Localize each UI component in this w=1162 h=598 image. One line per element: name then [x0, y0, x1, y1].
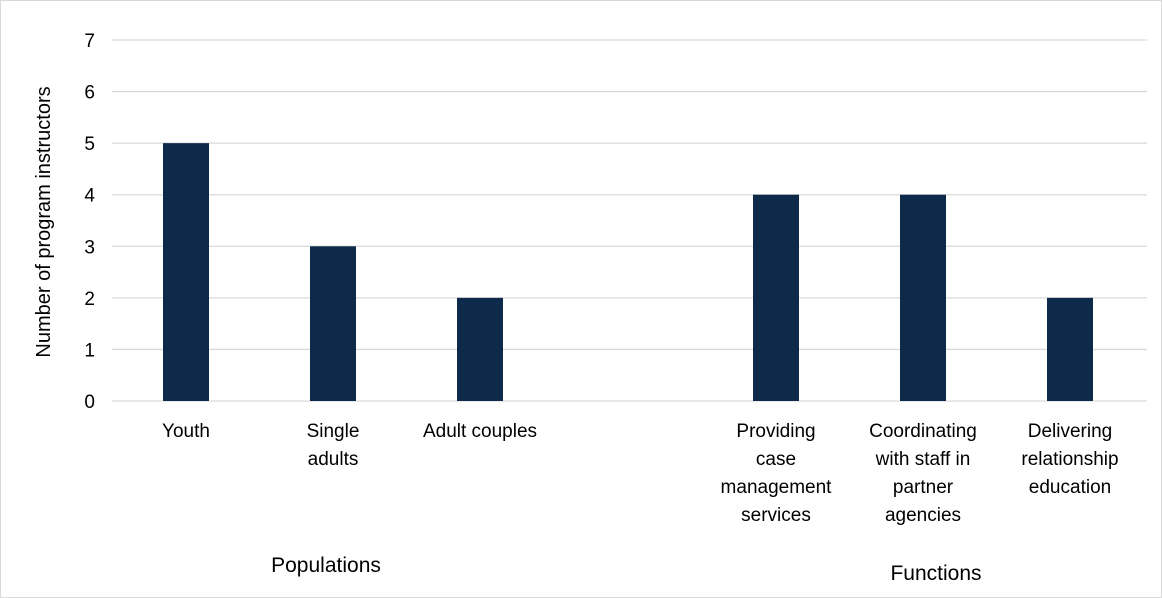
y-tick-label: 2 — [84, 289, 95, 310]
group-labels: Populations Functions — [271, 554, 981, 585]
x-category-label: Youth — [162, 421, 210, 442]
gridlines — [112, 39, 1147, 402]
y-tick-label: 6 — [84, 83, 95, 104]
category-labels: Youth Single adults Adult couples Providing c… — [162, 421, 1119, 526]
bars — [163, 143, 1093, 401]
bar — [1047, 297, 1093, 401]
y-tick-label: 0 — [84, 392, 95, 413]
group-label: Functions — [890, 562, 981, 585]
group-label: Populations — [271, 554, 381, 577]
bar — [163, 143, 209, 401]
y-tick-label: 5 — [84, 134, 95, 155]
x-category-label: Providing case management services — [721, 421, 833, 526]
y-tick-label: 4 — [84, 186, 95, 207]
x-category-label: Adult couples — [423, 421, 537, 442]
y-tick-label: 3 — [84, 237, 95, 258]
y-axis-title: Number of program instructors — [33, 86, 55, 357]
bar — [753, 194, 799, 401]
x-category-label: Coordinating with staff in partner agencies — [869, 421, 977, 526]
y-tick-label: 1 — [84, 340, 95, 361]
y-tick-label: 7 — [84, 31, 95, 52]
x-category-label: Delivering relationship education — [1021, 421, 1118, 498]
y-axis-ticks: 0 1 2 3 4 5 6 7 — [84, 31, 95, 413]
bar — [310, 246, 356, 401]
x-category-label: Single adults — [307, 421, 360, 470]
bar — [900, 194, 946, 401]
bar — [457, 297, 503, 401]
